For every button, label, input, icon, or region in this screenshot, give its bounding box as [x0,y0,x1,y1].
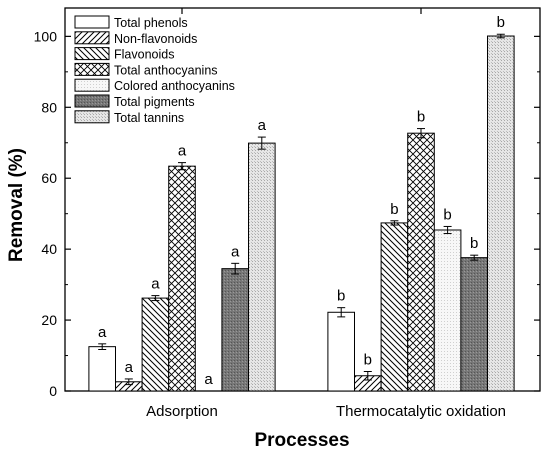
significance-label: a [258,117,267,134]
bar [141,297,170,392]
legend-label: Colored anthocyanins [114,79,235,93]
legend-swatch [74,110,110,124]
legend-label: Total phenols [114,16,188,30]
x-tick-label: Adsorption [146,403,218,420]
legend-swatch [74,78,110,92]
y-tick-label: 40 [41,241,57,257]
bar [168,165,196,392]
significance-label: b [390,201,398,218]
x-axis-title: Processes [254,430,349,451]
bar [221,268,249,392]
significance-label: b [497,14,505,31]
bar [407,132,435,392]
y-tick-label: 20 [41,312,57,328]
significance-label: a [204,371,213,388]
legend-swatch [74,94,110,108]
significance-label: b [337,288,345,305]
legend-swatch [74,15,110,29]
x-tick-label: Thermocatalytic oxidation [336,403,506,420]
legend-swatch [74,62,110,76]
significance-label: a [231,243,240,260]
bar [433,229,462,392]
bar [248,142,276,392]
bar [487,35,515,392]
legend-label: Total tannins [114,111,184,125]
legend-label: Total pigments [114,95,195,109]
legend-swatch [74,31,110,45]
significance-label: b [443,206,451,223]
significance-label: b [417,109,425,126]
significance-label: a [98,324,107,341]
significance-label: b [470,235,478,252]
legend-label: Non-flavonoids [114,32,197,46]
significance-label: a [125,359,134,376]
significance-label: a [151,276,160,293]
bar [380,222,409,392]
y-tick-label: 0 [49,383,57,399]
legend-label: Flavonoids [114,48,174,62]
legend-swatch [74,47,110,61]
plot-frame [64,7,541,392]
y-axis-title: Removal (%) [6,148,27,262]
bar [88,346,117,392]
plot-area: 0 20 40 60 80 100 Adsorption a a a a a a a Thermocatal… [34,7,541,420]
significance-label: b [364,351,372,368]
y-tick-label: 80 [41,99,57,115]
legend-label: Total anthocyanins [114,63,218,77]
bar [460,257,488,392]
bar [327,311,355,392]
y-tick-label: 60 [41,170,57,186]
y-tick-label: 100 [34,28,58,44]
significance-label: a [178,143,187,160]
